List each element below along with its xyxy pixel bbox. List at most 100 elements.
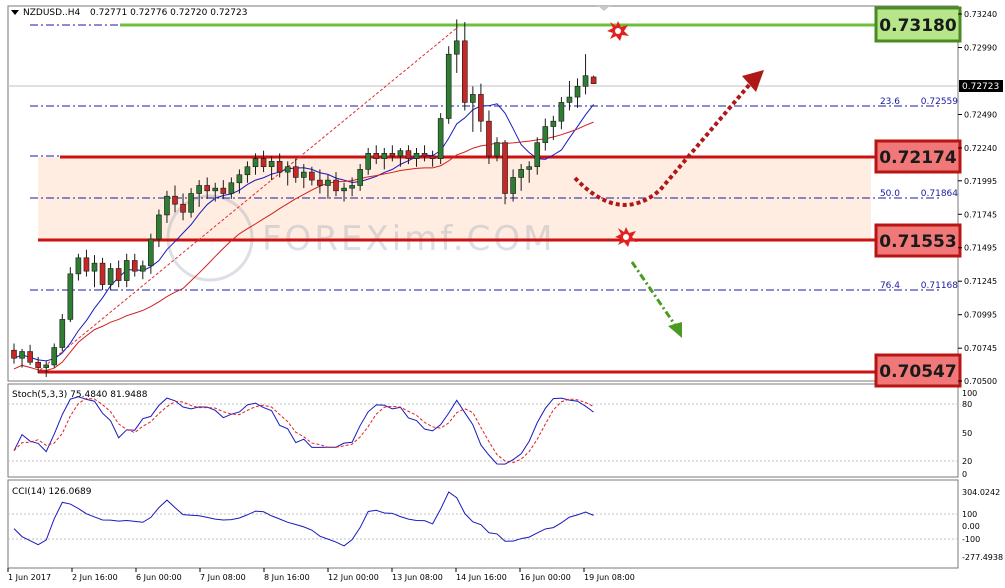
candle [292, 158, 299, 183]
candle [51, 343, 58, 368]
candle [590, 75, 597, 84]
fib-pct-76: 76.4 [880, 281, 900, 291]
candle [252, 153, 259, 175]
price-tick-label: 0.71995 [964, 177, 997, 186]
candle [494, 137, 500, 162]
candle [180, 193, 186, 221]
cci-axis-100: 100 [962, 510, 977, 519]
time-axis[interactable]: 1 Jun 2017 2 Jun 16:00 6 Jun 00:00 7 Jun 08… [7, 568, 635, 582]
current-price-tag [959, 80, 1003, 92]
time-tick-label: 16 Jun 00:00 [520, 573, 571, 582]
candle [421, 145, 428, 162]
candle [196, 180, 202, 207]
candle [284, 161, 291, 186]
burst-icon-top [607, 21, 629, 41]
current-price-label: 0.72723 [962, 82, 999, 92]
candle [244, 161, 251, 183]
candle [574, 78, 581, 108]
price-tick-label: 0.71245 [964, 277, 997, 286]
time-tick-label: 19 Jun 08:00 [584, 573, 635, 582]
price-tick-label: 0.70995 [964, 311, 997, 320]
time-tick-label: 12 Jun 00:00 [328, 573, 379, 582]
level-box-1[interactable]: 0.72174 [874, 139, 962, 174]
candle [478, 83, 484, 132]
candle [518, 164, 524, 191]
level-box-0[interactable]: 0.73180 [874, 6, 962, 43]
candle [357, 164, 363, 191]
time-tick-label: 8 Jun 16:00 [264, 573, 310, 582]
fib-pct-50: 50.0 [880, 189, 900, 199]
time-tick-label: 14 Jun 16:00 [456, 573, 507, 582]
fib-price-50: 0.71864 [921, 189, 958, 199]
stoch-axis-50: 50 [962, 429, 972, 438]
level-label-1: 0.72174 [879, 148, 957, 168]
candle [99, 257, 106, 290]
time-tick-label: 13 Jun 08:00 [392, 573, 443, 582]
scroll-marker-icon[interactable] [598, 6, 610, 11]
price-axis[interactable]: 0.73240 0.72990 0.72490 0.72240 0.71995 0.717… [958, 10, 997, 386]
stoch-pane-frame [7, 383, 959, 478]
down-arrow-head [668, 322, 682, 338]
price-tick-label: 0.71495 [964, 244, 997, 253]
candle [164, 190, 170, 223]
level-label-2: 0.71553 [879, 232, 956, 252]
candle [558, 97, 565, 130]
candle [212, 182, 219, 202]
candle [268, 156, 275, 181]
candle [27, 344, 33, 365]
price-tick-label: 0.72240 [964, 144, 997, 153]
candle [534, 137, 541, 175]
stoch-axis-80: 80 [962, 400, 972, 409]
cci-axis-min: -277.4938 [962, 553, 1003, 562]
candle [445, 46, 452, 124]
cci-line [13, 491, 594, 547]
stoch-axis-0: 0 [962, 470, 967, 479]
candle [43, 360, 50, 377]
candle [429, 150, 436, 167]
candle [510, 169, 516, 202]
candle [75, 253, 82, 281]
candle [413, 147, 420, 167]
fib-price-76: 0.71168 [921, 281, 958, 291]
main-pane-frame [7, 5, 959, 382]
candle [156, 209, 162, 248]
candle [470, 86, 476, 132]
candle [389, 145, 396, 162]
candle [11, 343, 17, 364]
projection-up-arrow [573, 76, 757, 207]
candle [35, 356, 41, 373]
candle [373, 145, 380, 165]
cci-axis-max: 304.0242 [962, 488, 1000, 497]
candle [276, 153, 283, 178]
cci-axis-minus100: -100 [962, 535, 980, 544]
candle [123, 253, 130, 288]
symbol-quote: 0.72771 0.72776 0.72720 0.72723 [90, 8, 247, 18]
candle [300, 164, 307, 189]
cci-pane-frame [7, 479, 959, 569]
fib-pct-23: 23.6 [880, 97, 900, 107]
stoch-axis-100: 100 [962, 389, 977, 398]
up-arrow-head [742, 70, 764, 92]
level-box-2[interactable]: 0.71553 [874, 223, 962, 258]
candle [341, 182, 347, 202]
level-label-3: 0.70547 [879, 362, 956, 382]
price-tick-label: 0.72990 [964, 44, 997, 53]
candle [172, 185, 178, 213]
candle [83, 249, 90, 277]
candle [228, 177, 235, 199]
symbol-dropdown-icon[interactable] [11, 10, 19, 15]
stoch-axis-20: 20 [962, 457, 972, 466]
time-tick-label: 1 Jun 2017 [8, 573, 51, 582]
candle [333, 172, 339, 197]
cci-axis-0: 0.00 [962, 522, 980, 531]
price-tick-label: 0.70500 [964, 377, 997, 386]
price-tick-label: 0.70745 [964, 344, 997, 353]
time-tick-label: 2 Jun 16:00 [72, 573, 118, 582]
stoch-signal-line [13, 397, 594, 464]
stoch-label: Stoch(5,3,3) 75.4840 81.9488 [12, 390, 148, 400]
level-box-3[interactable]: 0.70547 [874, 353, 962, 388]
time-tick-label: 6 Jun 00:00 [136, 573, 182, 582]
